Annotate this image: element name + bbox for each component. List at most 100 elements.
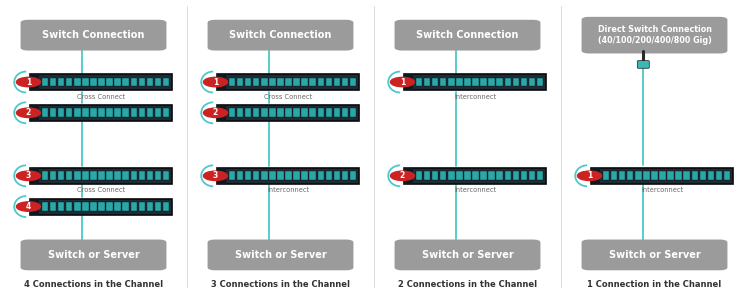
Bar: [301, 108, 308, 117]
Bar: [74, 108, 81, 117]
Text: Interconnect: Interconnect: [641, 188, 683, 193]
Circle shape: [16, 77, 40, 87]
Bar: [98, 171, 105, 180]
Bar: [293, 108, 300, 117]
Bar: [488, 171, 495, 180]
Bar: [293, 78, 300, 86]
Bar: [603, 171, 609, 180]
Bar: [529, 171, 536, 180]
Text: Switch or Server: Switch or Server: [422, 250, 513, 260]
Bar: [114, 171, 121, 180]
FancyBboxPatch shape: [207, 240, 353, 270]
Bar: [217, 168, 226, 184]
Bar: [123, 108, 129, 117]
Bar: [464, 171, 470, 180]
Bar: [708, 171, 714, 180]
Bar: [416, 171, 422, 180]
Circle shape: [577, 171, 601, 180]
FancyBboxPatch shape: [217, 105, 359, 121]
Bar: [448, 171, 455, 180]
Bar: [325, 171, 332, 180]
FancyBboxPatch shape: [395, 240, 540, 270]
Bar: [456, 78, 462, 86]
Text: 1: 1: [586, 171, 592, 180]
Bar: [147, 108, 153, 117]
Circle shape: [16, 108, 40, 117]
Text: 1: 1: [399, 78, 405, 86]
Bar: [724, 171, 731, 180]
Bar: [497, 171, 503, 180]
Bar: [30, 105, 39, 121]
Bar: [74, 171, 81, 180]
Bar: [675, 171, 682, 180]
Bar: [684, 171, 690, 180]
Bar: [310, 78, 316, 86]
Bar: [42, 202, 48, 211]
Bar: [504, 78, 511, 86]
Bar: [123, 171, 129, 180]
Bar: [98, 202, 105, 211]
FancyBboxPatch shape: [581, 240, 727, 270]
FancyBboxPatch shape: [404, 168, 546, 184]
Bar: [440, 171, 447, 180]
FancyBboxPatch shape: [30, 74, 172, 90]
FancyBboxPatch shape: [30, 105, 172, 121]
Bar: [659, 171, 666, 180]
Bar: [229, 108, 235, 117]
Bar: [277, 108, 283, 117]
FancyBboxPatch shape: [395, 20, 540, 50]
Bar: [651, 171, 657, 180]
Bar: [245, 108, 251, 117]
Bar: [130, 202, 137, 211]
Circle shape: [390, 77, 414, 87]
Bar: [245, 78, 251, 86]
Bar: [130, 78, 137, 86]
Text: Switch or Server: Switch or Server: [235, 250, 326, 260]
Bar: [643, 171, 649, 180]
Bar: [123, 78, 129, 86]
Bar: [123, 202, 129, 211]
Bar: [58, 108, 64, 117]
Bar: [301, 78, 308, 86]
Bar: [537, 78, 544, 86]
Bar: [130, 108, 137, 117]
Circle shape: [203, 108, 227, 117]
Bar: [627, 171, 634, 180]
Bar: [49, 171, 56, 180]
Bar: [342, 78, 349, 86]
Bar: [138, 78, 145, 86]
Bar: [42, 108, 48, 117]
Bar: [512, 78, 519, 86]
FancyBboxPatch shape: [30, 168, 172, 184]
Text: Switch Connection: Switch Connection: [417, 30, 518, 40]
Bar: [155, 171, 162, 180]
FancyBboxPatch shape: [207, 20, 353, 50]
Bar: [480, 171, 487, 180]
Bar: [155, 78, 162, 86]
Bar: [155, 202, 162, 211]
Bar: [269, 78, 275, 86]
Bar: [163, 202, 170, 211]
Bar: [448, 78, 455, 86]
Bar: [236, 171, 243, 180]
Bar: [253, 108, 260, 117]
Bar: [30, 74, 39, 90]
Circle shape: [16, 202, 40, 211]
Bar: [74, 78, 81, 86]
Bar: [691, 171, 698, 180]
Text: Interconnect: Interconnect: [454, 94, 496, 100]
Circle shape: [16, 171, 40, 180]
Bar: [106, 202, 113, 211]
Bar: [472, 78, 479, 86]
FancyBboxPatch shape: [217, 74, 359, 90]
Bar: [504, 171, 511, 180]
Bar: [404, 168, 413, 184]
Circle shape: [203, 77, 227, 87]
FancyBboxPatch shape: [217, 168, 359, 184]
Bar: [261, 171, 268, 180]
Bar: [49, 78, 56, 86]
Bar: [277, 78, 283, 86]
Bar: [521, 171, 527, 180]
FancyBboxPatch shape: [21, 240, 166, 270]
Bar: [106, 78, 113, 86]
